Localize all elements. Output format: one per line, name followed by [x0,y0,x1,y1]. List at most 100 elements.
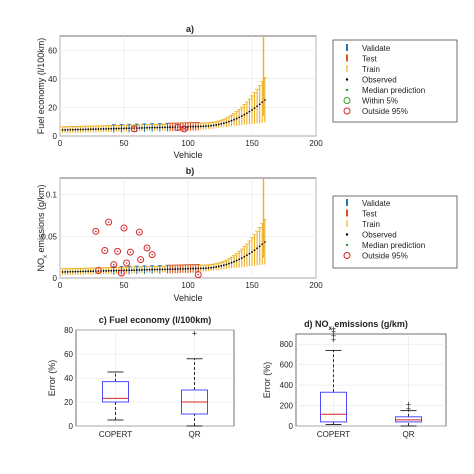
observed-point [253,249,256,252]
observed-point [256,247,259,250]
outside-95-marker [105,218,113,226]
observed-point [64,129,67,131]
observed-point [197,125,200,128]
outside-95-marker [137,256,145,264]
box-iqr [102,381,129,403]
observed-point [112,127,115,130]
observed-point [251,251,253,253]
legend-entry: Median prediction [362,86,425,95]
x-tick-label: 200 [309,139,323,148]
observed-point [61,271,64,273]
panel-a-ylabel: Fuel economy (l/100km) [36,38,46,135]
panel-b: b) 0 50 100 150 200 0 0.05 0.1 Vehicle NOx emis… [36,166,458,303]
observed-point [110,127,113,130]
observed-point [233,260,235,263]
outlier-marker: + [192,329,197,339]
x-tick-label: 150 [245,139,259,148]
panel-b-ticks: 0 50 100 150 200 0 0.05 0.1 [41,191,323,290]
outside-95-marker-dot [104,249,106,252]
outside-95-marker [114,247,122,255]
outside-95-marker-dot [133,128,136,130]
observed-point [87,270,90,273]
observed-point [202,267,205,270]
outside-95-marker-dot [112,263,115,266]
observed-point [138,127,141,129]
observed-point [217,123,220,126]
observed-point [97,128,100,130]
y-tick-label: 40 [48,75,57,84]
observed-point [158,268,161,271]
observed-point [215,124,218,126]
observed-point [243,255,246,258]
y-tick-label: 0 [53,132,58,141]
panel-c-marks: + [102,329,208,427]
legend-observed-symbol [345,78,349,81]
outside-95-marker-dot [107,221,110,223]
outside-95-marker [174,123,182,131]
outside-95-marker-dot [95,230,97,233]
legend-entry: Observed [362,76,397,85]
outside-95-marker [126,248,134,256]
outside-95-marker-dot [183,128,185,130]
outlier-marker: + [331,324,336,334]
x-tick-label: COPERT [99,430,132,439]
legend-entry: Test [362,210,377,219]
observed-point [66,270,69,273]
observed-point [192,267,195,270]
observed-point [243,113,246,116]
observed-point [169,268,171,271]
y-tick-label: 200 [280,402,294,411]
observed-point [84,270,87,273]
observed-point [143,268,146,271]
observed-point [235,117,238,120]
panel-b-legend [332,195,458,269]
observed-point [248,110,251,113]
observed-point [125,269,128,272]
outlier-marker: + [406,400,411,410]
panel-d-ticks: 0 200 400 600 800 COPERT QR [280,340,415,439]
y-tick-label: 20 [48,103,57,112]
observed-point [171,126,174,129]
y-tick-label: 400 [280,381,294,390]
observed-point [217,265,220,268]
outside-95-marker-dot [116,250,119,253]
observed-point [77,128,79,131]
observed-point [61,129,64,131]
observed-point [225,263,228,266]
y-tick-label: 0.1 [46,191,58,200]
y-tick-label: 80 [64,326,73,335]
outside-95-marker [94,267,102,274]
panel-b-marks [60,178,267,279]
observed-point [89,128,92,131]
observed-point [205,125,207,128]
observed-point [261,101,264,104]
observed-point [115,127,118,130]
observed-point [230,261,233,264]
outside-95-marker [143,244,151,252]
box-iqr [320,391,347,423]
observed-point [263,241,266,243]
y-tick-label: 0 [69,422,74,431]
outside-95-marker [194,271,202,279]
observed-point [258,245,261,248]
observed-point [107,269,110,272]
panel-a-marks [60,36,267,134]
observed-point [74,128,77,131]
observed-point [77,270,79,273]
x-tick-label: QR [403,430,415,439]
observed-point [105,269,107,272]
legend-outside95-symbol [343,107,351,115]
observed-point [100,128,102,130]
observed-point [148,126,151,129]
outside-95-marker-dot [151,253,153,256]
outside-95-marker-dot [97,269,100,272]
panel-b-ylabel: NOx emissions (g/km) [36,184,49,271]
observed-point [212,266,215,269]
box-iqr [395,416,422,423]
x-tick-label: 200 [309,281,323,290]
panel-c-ylabel: Error (%) [47,360,57,397]
panel-c: c) Fuel economy (l/100km) + 0 20 40 60 80 COP… [47,315,235,439]
observed-point [238,258,241,261]
observed-point [245,112,248,115]
